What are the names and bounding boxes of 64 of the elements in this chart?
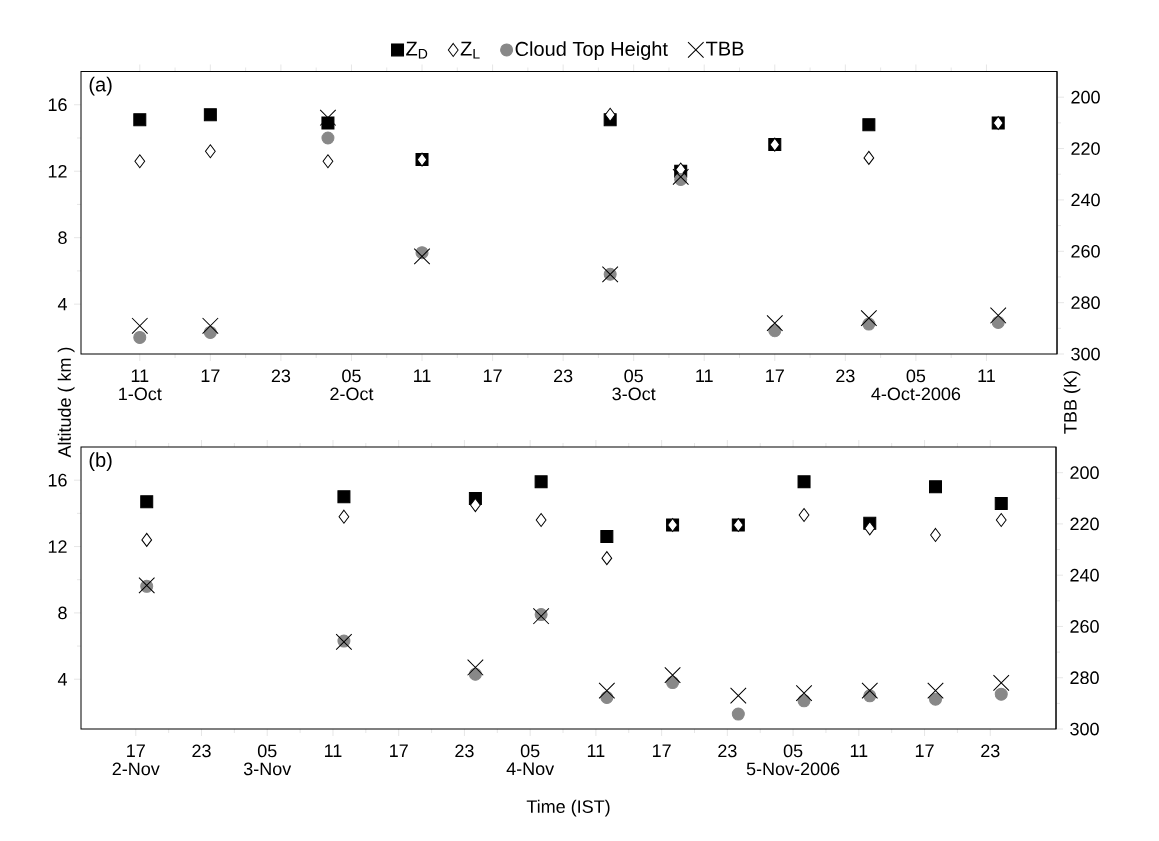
x-tick-label: 23 <box>455 744 474 758</box>
x-tick-label: 23 <box>192 744 211 758</box>
x-tick-label: 23 <box>271 369 291 383</box>
legend-label: Z$_{L}$ <box>460 41 480 59</box>
text: 3-Oct <box>612 387 656 401</box>
annotation: (a) <box>89 76 112 96</box>
y2-tick-label: 200 <box>1070 466 1099 480</box>
x-tick-label: 23 <box>836 369 855 383</box>
y-tick-label: 12 <box>48 164 67 178</box>
text: 3-Nov <box>243 762 292 776</box>
x-tick-label: 11 <box>131 369 149 382</box>
y2-tick-label: 240 <box>1071 193 1100 207</box>
y-tick-label: 12 <box>48 540 67 553</box>
x-tick-label: 05 <box>783 744 803 758</box>
y2-tick-label: 200 <box>1071 90 1100 104</box>
x-tick-label: 05 <box>342 369 361 383</box>
legend-label: Cloud Top Height <box>515 41 668 60</box>
y2-axis-title: TBB (K) <box>1063 371 1081 434</box>
x-tick-label: 05 <box>520 744 540 758</box>
x-tick-label: 11 <box>414 369 431 382</box>
annotation: (b) <box>89 452 112 471</box>
y2-tick-label: 300 <box>1070 722 1099 736</box>
text: 4-Oct-2006 <box>871 387 961 401</box>
x-tick-label: 17 <box>390 744 408 757</box>
text: 5-Nov-2006 <box>746 762 840 776</box>
y2-tick-label: 280 <box>1071 296 1100 310</box>
x-tick-label: 17 <box>652 744 671 757</box>
x-tick-label: 05 <box>906 369 926 383</box>
y2-tick-label: 300 <box>1071 347 1100 361</box>
x-tick-label: 17 <box>201 369 220 382</box>
x-tick-label: 11 <box>696 369 713 382</box>
legend-label: Z$_{D}$ <box>406 41 428 59</box>
x-tick-label: 11 <box>324 744 342 757</box>
y-tick-label: 16 <box>48 98 67 112</box>
y2-tick-label: 280 <box>1070 671 1099 685</box>
y2-tick-label: 260 <box>1071 244 1100 258</box>
y-tick-label: 4 <box>57 297 67 311</box>
y2-tick-label: 220 <box>1070 517 1099 531</box>
x-tick-label: 23 <box>554 369 573 383</box>
y-tick-label: 4 <box>57 673 67 686</box>
x-tick-label: 17 <box>915 744 934 757</box>
text: 2-Oct <box>330 387 374 401</box>
x-tick-label: 11 <box>850 744 868 757</box>
y2-tick-label: 220 <box>1071 142 1100 155</box>
x-tick-label: 23 <box>718 744 737 758</box>
y-tick-label: 8 <box>58 606 67 620</box>
x-axis-title: Time (IST) <box>526 799 610 817</box>
text: 2-Nov <box>112 762 160 776</box>
y2-tick-label: 260 <box>1070 620 1099 633</box>
x-tick-label: 11 <box>587 744 605 757</box>
text: 4-Nov <box>506 762 555 776</box>
legend-label: TBB <box>706 41 744 56</box>
x-tick-label: 17 <box>766 369 784 382</box>
y2-tick-label: 240 <box>1070 568 1099 582</box>
x-tick-label: 05 <box>257 744 277 758</box>
x-tick-label: 11 <box>978 369 995 382</box>
x-tick-label: 17 <box>127 744 145 757</box>
text: 1-Oct <box>119 387 162 401</box>
y-axis-title: Altitude ( km ) <box>57 347 75 458</box>
x-tick-label: 17 <box>483 369 502 382</box>
y-tick-label: 16 <box>48 473 67 487</box>
x-tick-label: 05 <box>624 369 643 383</box>
x-tick-label: 23 <box>981 744 1000 758</box>
y-tick-label: 8 <box>58 231 67 245</box>
